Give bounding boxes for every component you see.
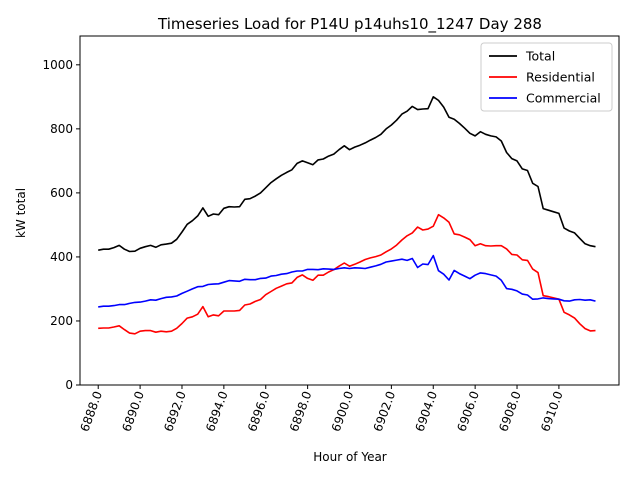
legend-label-total: Total — [525, 49, 555, 64]
y-tick-label: 800 — [50, 122, 73, 136]
y-tick-label: 1000 — [42, 58, 73, 72]
y-axis-label: kW total — [14, 188, 28, 238]
series-line-residential — [98, 213, 596, 335]
chart-title: Timeseries Load for P14U p14uhs10_1247 D… — [157, 15, 542, 34]
legend: Total Residential Commercial — [480, 42, 613, 112]
y-tick-label: 0 — [65, 378, 73, 392]
series-line-total — [98, 96, 596, 253]
y-tick-label: 400 — [50, 250, 73, 264]
legend-label-commercial: Commercial — [526, 91, 601, 106]
x-axis-label: Hour of Year — [313, 450, 387, 464]
legend-box — [480, 42, 613, 112]
y-tick-label: 600 — [50, 186, 73, 200]
legend-label-residential: Residential — [526, 70, 595, 85]
series-line-commercial — [98, 254, 596, 308]
y-tick-label: 200 — [50, 314, 73, 328]
